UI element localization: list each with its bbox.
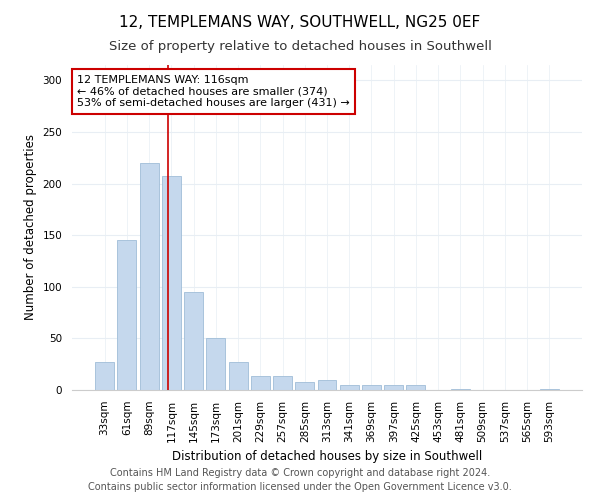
Bar (340, 385, 359, 390)
Bar (184, 292, 203, 390)
Bar (384, 385, 403, 390)
Text: Contains HM Land Registry data © Crown copyright and database right 2024.
Contai: Contains HM Land Registry data © Crown c… (88, 468, 512, 492)
Bar (317, 380, 337, 390)
X-axis label: Distribution of detached houses by size in Southwell: Distribution of detached houses by size … (172, 450, 482, 463)
Bar (295, 382, 314, 390)
Bar (251, 376, 270, 390)
Bar (540, 389, 559, 390)
Bar (206, 338, 225, 390)
Text: 12 TEMPLEMANS WAY: 116sqm
← 46% of detached houses are smaller (374)
53% of semi: 12 TEMPLEMANS WAY: 116sqm ← 46% of detac… (77, 74, 350, 108)
Bar (95, 362, 114, 390)
Bar (406, 385, 425, 390)
Bar (273, 376, 292, 390)
Bar (229, 362, 248, 390)
Text: Size of property relative to detached houses in Southwell: Size of property relative to detached ho… (109, 40, 491, 53)
Y-axis label: Number of detached properties: Number of detached properties (24, 134, 37, 320)
Bar (451, 389, 470, 390)
Bar (118, 240, 136, 390)
Bar (140, 163, 158, 390)
Text: 12, TEMPLEMANS WAY, SOUTHWELL, NG25 0EF: 12, TEMPLEMANS WAY, SOUTHWELL, NG25 0EF (119, 15, 481, 30)
Bar (362, 385, 381, 390)
Bar (162, 176, 181, 390)
